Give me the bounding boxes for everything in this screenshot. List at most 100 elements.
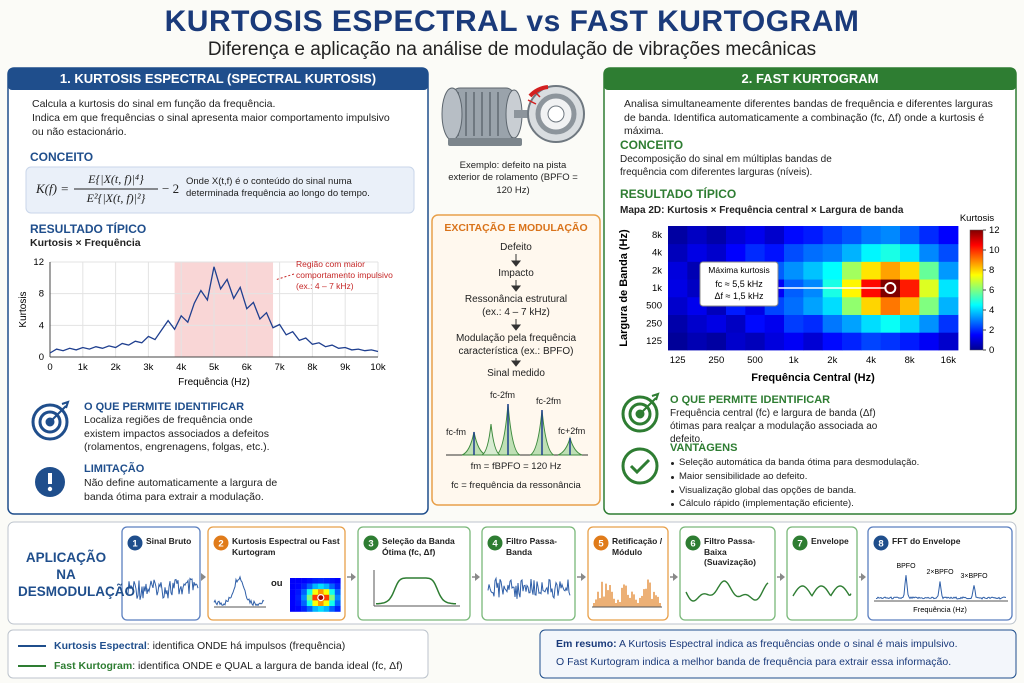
x-tick-label: 4k <box>176 362 186 373</box>
sideband-spectrum <box>446 403 588 456</box>
data-line <box>49 266 379 354</box>
heatmap-cell <box>938 226 959 245</box>
step-number: 7 <box>797 539 802 550</box>
thumbnail-kurtogram-cell <box>334 578 341 584</box>
thumbnail-kurtogram-cell <box>329 589 335 595</box>
colorbar-label: Kurtosis <box>960 213 995 224</box>
thumbnail-lowpass <box>685 580 769 602</box>
legend-term: Kurtosis Espectral <box>54 640 147 652</box>
chart-title: Kurtosis × Frequência <box>30 237 141 249</box>
annotation-line-text: fc ≈ 5,5 kHz <box>715 279 763 289</box>
thumbnail-kurtogram-cell <box>295 594 302 601</box>
sideband-label: fc+2fm <box>558 426 586 436</box>
thumbnail-kurtogram-cell <box>312 600 319 607</box>
thumbnail-kurtogram-cell <box>323 600 330 607</box>
flow-step: Modulação pela frequência característica… <box>455 333 577 357</box>
thumbnail-kurtogram-cell <box>329 578 335 584</box>
target-icon <box>31 400 70 441</box>
heatmap-cell <box>784 226 804 245</box>
thumbnail-kurtogram-cell <box>323 589 330 595</box>
step-number: 8 <box>878 539 883 550</box>
heatmap-cell <box>880 226 901 245</box>
thumbnail-kurtogram-cell <box>318 606 324 612</box>
step-badge <box>593 535 609 551</box>
legend-item: Fast Kurtogram: identifica ONDE e QUAL a… <box>14 656 424 676</box>
thumbnail-kurtogram-cell <box>312 578 319 584</box>
heatmap-cell <box>900 332 920 351</box>
thumbnail-kurtogram-cell <box>323 583 330 590</box>
thumbnail-kurtogram-cell <box>312 583 319 590</box>
summary-text: A Kurtosis Espectral indica as frequênci… <box>619 638 958 650</box>
max-marker <box>884 282 897 294</box>
step-number: 4 <box>492 539 498 550</box>
heatmap-cell <box>687 314 708 333</box>
legend-item: Kurtosis Espectral: identifica ONDE há i… <box>14 636 424 656</box>
or-label: ou <box>271 578 283 589</box>
sideband-label: fc-fm <box>446 427 466 437</box>
heatmap-cell <box>726 226 746 245</box>
legend: Kurtosis Espectral: identifica ONDE há i… <box>14 636 424 676</box>
summary-box <box>539 629 1017 679</box>
thumbnail-kurtogram-cell <box>312 594 319 601</box>
thumbnail-kurtogram-cell <box>318 594 324 601</box>
heatmap-cell <box>668 314 688 333</box>
x-tick-label: 2k <box>111 362 121 373</box>
thumbnail-kurtogram-cell <box>290 594 296 601</box>
heatmap-cell <box>822 243 843 262</box>
peak-label: 3×BPFO <box>960 573 988 580</box>
thumbnail-kurtogram-cell <box>306 583 313 590</box>
step-label: Retificação / Módulo <box>612 536 663 557</box>
annotation: Região com maior <box>296 259 365 269</box>
heatmap-cell <box>842 314 862 333</box>
pipeline-arrowhead <box>475 573 480 581</box>
definition: fm = fBPFO = 120 Hz <box>470 461 562 472</box>
bullet <box>671 503 674 507</box>
step-box <box>121 526 201 621</box>
section-title: RESULTADO TÍPICO <box>30 222 147 236</box>
y-axis-label: Kurtosis <box>18 291 29 327</box>
colorbar-tick-label: 2 <box>989 325 994 336</box>
thumbnail-kurtogram-cell <box>329 594 335 601</box>
thumbnail-kurtogram-cell <box>329 583 335 590</box>
heatmap-cell <box>900 279 920 298</box>
legend-swatch <box>18 645 46 647</box>
heatmap-cell <box>880 296 901 315</box>
x-tick-label: 125 <box>670 355 686 366</box>
advantage-item: Visualização global das opções de banda. <box>670 484 1000 498</box>
x-tick-label: 5k <box>209 362 219 373</box>
heatmap-cell <box>803 296 824 315</box>
heatmap-cell <box>822 226 843 245</box>
flow-step: Impacto <box>498 268 534 279</box>
x-tick-label: 8k <box>307 362 317 373</box>
flow-arrows <box>510 254 522 367</box>
step-label: Filtro Passa-Banda <box>506 536 558 557</box>
x-tick-label: 8k <box>905 355 915 366</box>
summary-line: O Fast Kurtogram indica a melhor banda d… <box>556 656 952 668</box>
step-badge <box>487 535 503 551</box>
heatmap-cell <box>668 296 688 315</box>
heatmap-cell <box>861 261 882 280</box>
y-tick-label: 125 <box>646 336 662 347</box>
x-tick-label: 10k <box>370 362 386 373</box>
example-caption: Exemplo: defeito na pista exterior de ro… <box>448 160 578 196</box>
heatmap-cell <box>861 226 882 245</box>
heatmap-cell <box>745 314 766 333</box>
warning-icon <box>35 467 65 497</box>
thumbnail-marker <box>317 593 325 602</box>
heatmap-cell <box>784 261 804 280</box>
right-panel-header <box>604 68 1016 90</box>
pipeline-arrowhead <box>780 573 785 581</box>
thumbnail-kurtogram-cell <box>301 606 307 612</box>
panel-heading: 2. FAST KURTOGRAM <box>741 71 879 86</box>
heatmap-cell <box>726 243 746 262</box>
legend-text: : identifica ONDE e QUAL a largura de ba… <box>132 660 403 672</box>
thumbnail-kurtogram-cell <box>334 589 341 595</box>
heatmap-cell <box>745 243 766 262</box>
heatmap-cell <box>919 226 940 245</box>
flow-step: Ressonância estrutural (ex.: 4 – 7 kHz) <box>464 294 568 318</box>
heatmap-cell <box>668 332 688 351</box>
thumbnail-kurtogram-cell <box>295 589 302 595</box>
thumbnail-kurtogram-cell <box>290 589 296 595</box>
section-title: LIMITAÇÃO <box>84 463 145 475</box>
thumbnail-kurtosis <box>213 575 265 607</box>
